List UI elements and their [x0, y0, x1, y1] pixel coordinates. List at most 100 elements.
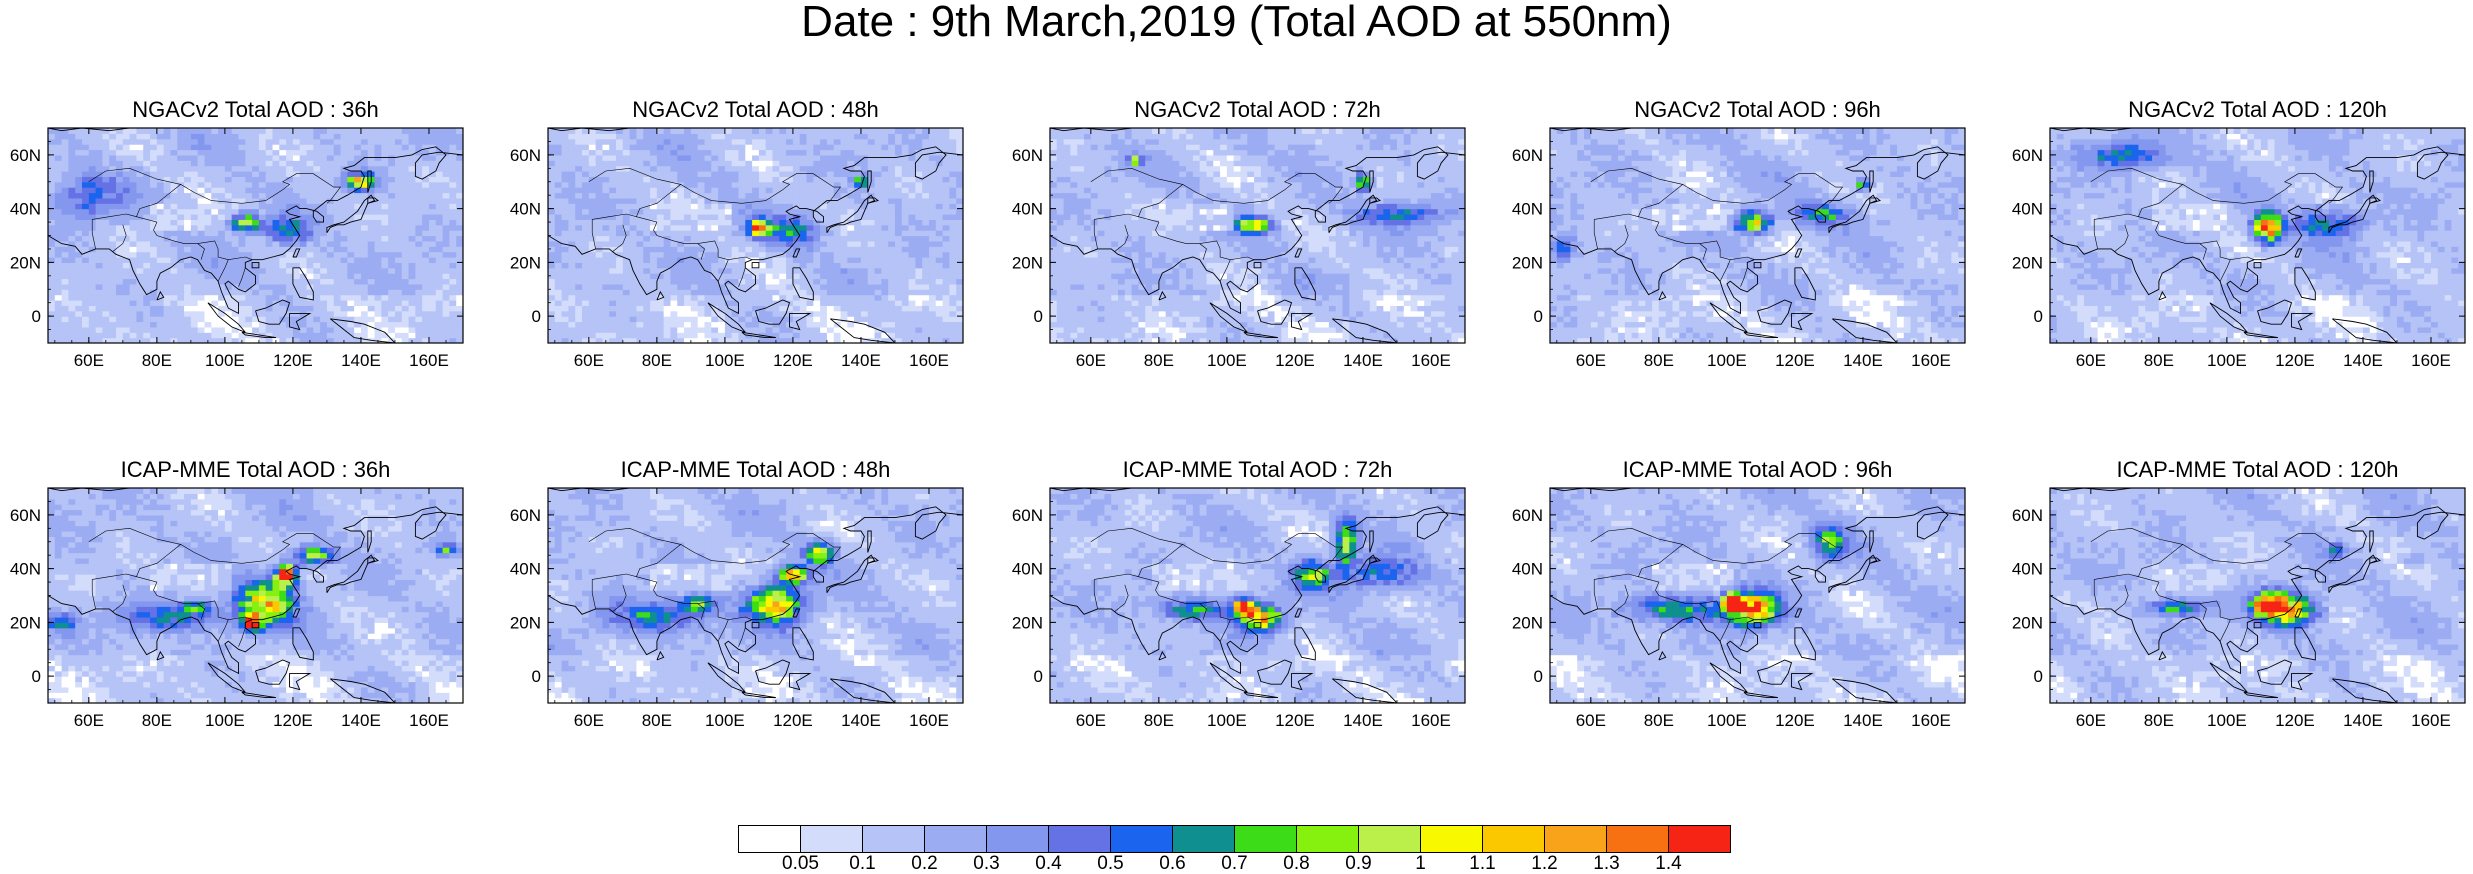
aod-cell: [422, 305, 430, 312]
aod-cell: [75, 219, 83, 226]
aod-cell: [354, 332, 362, 339]
aod-cell: [772, 316, 780, 323]
aod-cell: [548, 133, 556, 140]
aod-cell: [54, 332, 63, 339]
aod-cell: [867, 230, 876, 237]
aod-cell: [136, 321, 144, 328]
aod-cell: [548, 197, 556, 204]
aod-cell: [299, 246, 308, 253]
aod-cell: [922, 251, 930, 258]
aod-cell: [394, 138, 403, 145]
aod-cell: [102, 230, 110, 237]
aod-cell: [915, 197, 923, 204]
aod-cell: [95, 128, 104, 134]
aod-cell: [609, 138, 617, 145]
aod-cell: [320, 246, 328, 253]
aod-cell: [88, 138, 97, 145]
aod-cell: [197, 224, 206, 231]
aod-cell: [650, 321, 658, 328]
aod-cell: [238, 235, 246, 242]
aod-cell: [684, 326, 692, 333]
aod-cell: [279, 262, 287, 269]
aod-cell: [367, 321, 376, 328]
aod-cell: [758, 289, 767, 296]
aod-cell: [122, 283, 131, 290]
aod-cell: [663, 187, 672, 194]
aod-cell: [731, 278, 740, 285]
aod-cell: [245, 176, 253, 183]
aod-cell: [840, 230, 848, 237]
aod-cell: [231, 262, 240, 269]
aod-cell: [738, 316, 746, 323]
aod-cell: [347, 144, 355, 151]
aod-cell: [428, 332, 437, 339]
aod-cell: [218, 203, 226, 210]
aod-cell: [272, 251, 280, 258]
aod-cell: [663, 283, 672, 290]
aod-cell: [170, 240, 178, 247]
aod-cell: [61, 251, 70, 258]
aod-cell: [401, 187, 410, 194]
aod-cell: [422, 165, 430, 172]
aod-cell: [650, 144, 658, 151]
aod-cell: [367, 224, 376, 231]
aod-cell: [306, 149, 314, 156]
aod-cell: [942, 257, 950, 263]
aod-cell: [697, 133, 706, 140]
aod-cell: [347, 160, 355, 167]
aod-cell: [211, 149, 219, 156]
aod-cell: [245, 300, 253, 306]
aod-cell: [616, 187, 624, 194]
aod-cell: [738, 289, 746, 296]
aod-cell: [333, 171, 342, 177]
aod-cell: [629, 181, 638, 188]
aod-cell: [956, 219, 963, 226]
aod-cell: [122, 321, 131, 328]
aod-cell: [252, 128, 260, 134]
aod-cell: [731, 160, 740, 167]
aod-cell: [177, 294, 185, 301]
aod-cell: [922, 165, 930, 172]
aod-cell: [554, 273, 563, 280]
aod-cell: [758, 235, 767, 242]
aod-cell: [408, 310, 416, 317]
aod-cell: [548, 332, 556, 339]
aod-cell: [548, 326, 556, 333]
aod-cell: [422, 337, 430, 343]
aod-cell: [109, 203, 117, 210]
aod-cell: [854, 214, 862, 220]
aod-cell: [68, 149, 76, 156]
aod-cell: [935, 316, 944, 323]
aod-cell: [95, 300, 104, 306]
aod-cell: [313, 192, 321, 199]
aod-cell: [656, 187, 665, 194]
aod-cell: [561, 165, 570, 172]
aod-cell: [231, 337, 240, 343]
aod-cell: [388, 160, 396, 167]
aod-cell: [190, 214, 199, 220]
aod-cell: [252, 235, 260, 242]
aod-cell: [347, 128, 355, 134]
aod-cell: [738, 160, 746, 167]
aod-cell: [102, 267, 110, 274]
aod-cell: [82, 224, 90, 231]
aod-cell: [656, 165, 665, 172]
aod-cell: [602, 289, 610, 296]
aod-cell: [690, 219, 699, 226]
aod-cell: [568, 257, 576, 263]
aod-cell: [245, 316, 253, 323]
aod-cell: [367, 262, 376, 269]
aod-cell: [449, 203, 457, 210]
aod-cell: [813, 224, 821, 231]
aod-cell: [609, 305, 617, 312]
aod-cell: [442, 160, 450, 167]
aod-cell: [636, 192, 644, 199]
aod-cell: [340, 294, 348, 301]
aod-cell: [190, 289, 199, 296]
aod-cell: [177, 278, 185, 285]
aod-cell: [697, 278, 706, 285]
aod-cell: [622, 214, 631, 220]
aod-cell: [299, 133, 308, 140]
aod-cell: [772, 332, 780, 339]
aod-cell: [602, 181, 610, 188]
